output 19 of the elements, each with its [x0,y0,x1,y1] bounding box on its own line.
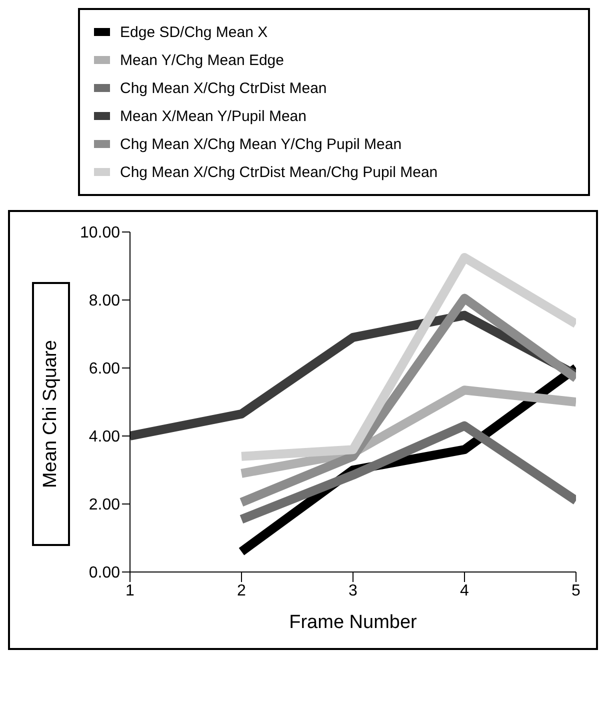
y-tick-label: 2.00 [88,496,120,514]
x-tick-label: 1 [126,582,135,600]
x-tick-label: 4 [460,582,470,600]
y-axis-title: Mean Chi Square [40,340,62,488]
legend-label: Chg Mean X/Chg CtrDist Mean/Chg Pupil Mean [120,164,438,180]
x-tick-label: 5 [572,582,581,600]
legend-label: Mean Y/Chg Mean Edge [120,52,284,68]
x-tick-label: 3 [348,582,358,600]
y-tick-label: 6.00 [88,360,120,378]
y-tick-label: 10.00 [80,224,120,242]
y-tick-label: 0.00 [88,564,120,582]
legend-label: Chg Mean X/Chg Mean Y/Chg Pupil Mean [120,136,402,152]
x-axis-title: Frame Number [289,612,418,633]
legend-label: Chg Mean X/Chg CtrDist Mean [120,80,327,96]
x-tick-label: 2 [237,582,246,600]
legend-label: Edge SD/Chg Mean X [120,24,268,40]
y-tick-label: 8.00 [88,292,120,310]
y-tick-label: 4.00 [88,428,120,446]
legend-label: Mean X/Mean Y/Pupil Mean [120,108,306,124]
